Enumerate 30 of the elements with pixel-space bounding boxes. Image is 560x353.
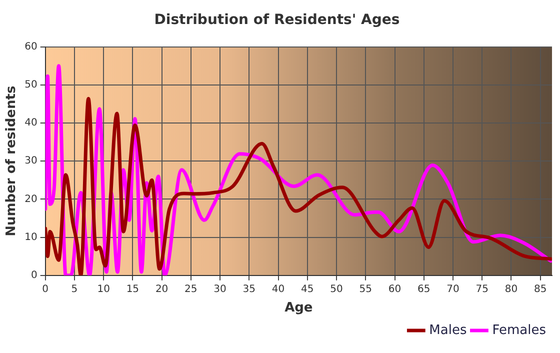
y-tick-label: 0 — [30, 270, 38, 281]
x-tick-label: 10 — [97, 284, 110, 295]
x-tick-label: 40 — [272, 284, 285, 295]
x-tick-label: 20 — [155, 284, 168, 295]
x-tick-label: 85 — [534, 284, 547, 295]
x-tick-label: 45 — [301, 284, 314, 295]
y-tick-label: 50 — [24, 79, 38, 90]
legend-label: Females — [492, 322, 546, 338]
x-tick-label: 30 — [214, 284, 226, 295]
x-tick-label: 55 — [359, 284, 372, 295]
y-tick-label: 30 — [24, 156, 38, 167]
legend-label: Males — [429, 322, 467, 338]
x-axis-title: Age — [284, 300, 313, 316]
y-tick-label: 10 — [24, 232, 38, 243]
x-tick-label: 5 — [71, 284, 78, 295]
y-tick-label: 40 — [24, 118, 38, 129]
x-tick-label: 80 — [504, 284, 518, 295]
x-tick-label: 65 — [418, 284, 430, 295]
x-tick-label: 15 — [126, 284, 140, 295]
x-tick-label: 50 — [330, 284, 343, 295]
x-tick-label: 70 — [446, 284, 460, 295]
x-tick-label: 0 — [42, 284, 49, 295]
x-tick-label: 60 — [388, 284, 402, 295]
x-tick-label: 25 — [184, 284, 198, 295]
x-tick-label: 75 — [476, 284, 488, 295]
y-tick-label: 60 — [24, 41, 38, 52]
y-tick-label: 20 — [24, 194, 38, 205]
chart-title: Distribution of Residents' Ages — [154, 12, 400, 28]
y-axis-title: Number of residents — [4, 86, 20, 236]
x-tick-label: 35 — [242, 284, 256, 295]
